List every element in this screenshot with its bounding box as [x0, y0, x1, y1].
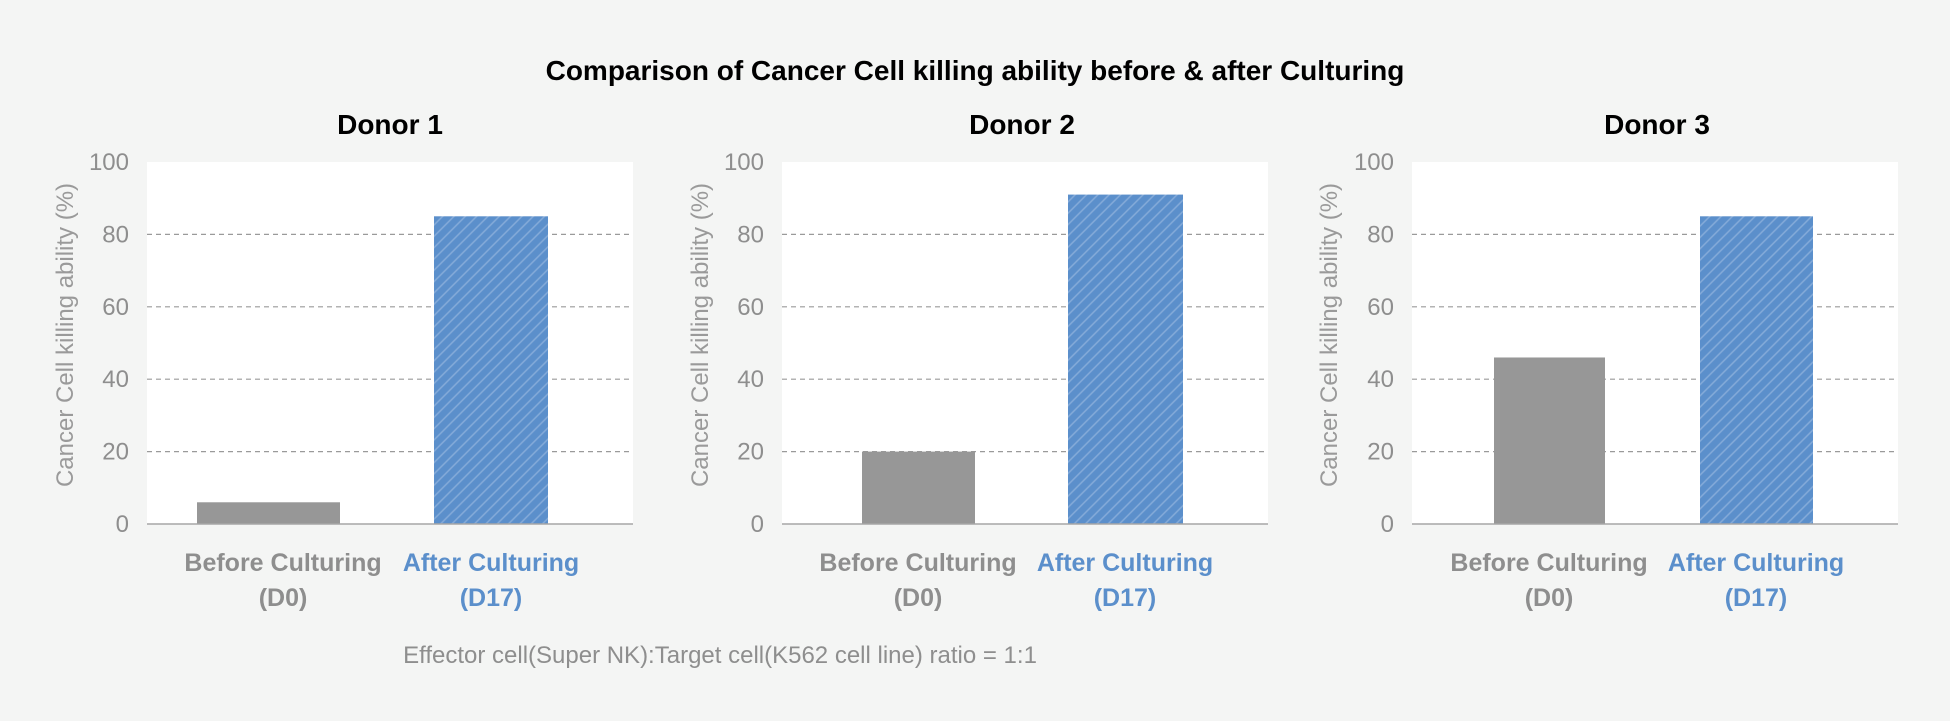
x-category-label: (D17): [1725, 584, 1788, 612]
plot-area: [1412, 162, 1898, 524]
y-tick-label: 100: [724, 149, 764, 176]
x-category-label: After Culturing: [1037, 549, 1213, 577]
y-tick-label: 60: [1367, 294, 1394, 321]
panel-title: Donor 3: [1604, 109, 1710, 140]
y-axis-label: Cancer Cell killing ability (%): [52, 183, 79, 487]
plot-area: [782, 162, 1268, 524]
y-tick-label: 20: [737, 439, 764, 466]
chart-panel-3: Donor 3 0 20 40 60 80 100 Cancer Cell killing a…: [1316, 109, 1898, 612]
y-tick-label: 80: [1367, 221, 1394, 248]
y-tick-label: 0: [1381, 511, 1394, 538]
x-category-label: Before Culturing: [184, 549, 381, 577]
bar-before-culturing: [197, 502, 340, 524]
y-tick-label: 100: [1354, 149, 1394, 176]
chart-footnote: Effector cell(Super NK):Target cell(K562…: [403, 642, 1037, 669]
chart-title: Comparison of Cancer Cell killing abilit…: [546, 55, 1405, 86]
bar-before-culturing: [862, 451, 975, 524]
x-category-label: (D0): [1525, 584, 1574, 612]
x-category-label: (D0): [894, 584, 943, 612]
y-tick-label: 40: [102, 366, 129, 393]
y-tick-label: 20: [102, 439, 129, 466]
x-category-label: Before Culturing: [819, 549, 1016, 577]
x-category-label: After Culturing: [1668, 549, 1844, 577]
bar-before-culturing: [1494, 357, 1605, 524]
x-category-label: After Culturing: [403, 549, 579, 577]
y-tick-label: 100: [89, 149, 129, 176]
bar-after-culturing: [1700, 216, 1813, 525]
bar-after-culturing: [434, 216, 548, 525]
x-category-label: (D17): [460, 584, 523, 612]
y-tick-label: 20: [1367, 439, 1394, 466]
y-tick-label: 0: [116, 511, 129, 538]
y-tick-label: 40: [737, 366, 764, 393]
y-axis-label: Cancer Cell killing ability (%): [1316, 183, 1343, 487]
y-tick-label: 0: [751, 511, 764, 538]
bar-after-culturing: [1068, 194, 1183, 524]
y-axis-label: Cancer Cell killing ability (%): [687, 183, 714, 487]
y-tick-label: 60: [737, 294, 764, 321]
chart-panel-1: Donor 1 0 20 40 60 80 100 Cancer Cell killing a…: [52, 109, 633, 612]
x-category-label: Before Culturing: [1450, 549, 1647, 577]
plot-area: [147, 162, 633, 524]
y-tick-label: 80: [737, 221, 764, 248]
chart-panel-2: Donor 2 0 20 40 60 80 100 Cancer Cell killing a…: [687, 109, 1268, 612]
panel-title: Donor 1: [337, 109, 443, 140]
y-tick-label: 40: [1367, 366, 1394, 393]
y-tick-label: 60: [102, 294, 129, 321]
x-category-label: (D17): [1094, 584, 1157, 612]
y-tick-label: 80: [102, 221, 129, 248]
chart-panels: Donor 1 0 20 40 60 80 100 Cancer Cell killing a…: [52, 109, 1898, 612]
x-category-label: (D0): [259, 584, 308, 612]
panel-title: Donor 2: [969, 109, 1075, 140]
